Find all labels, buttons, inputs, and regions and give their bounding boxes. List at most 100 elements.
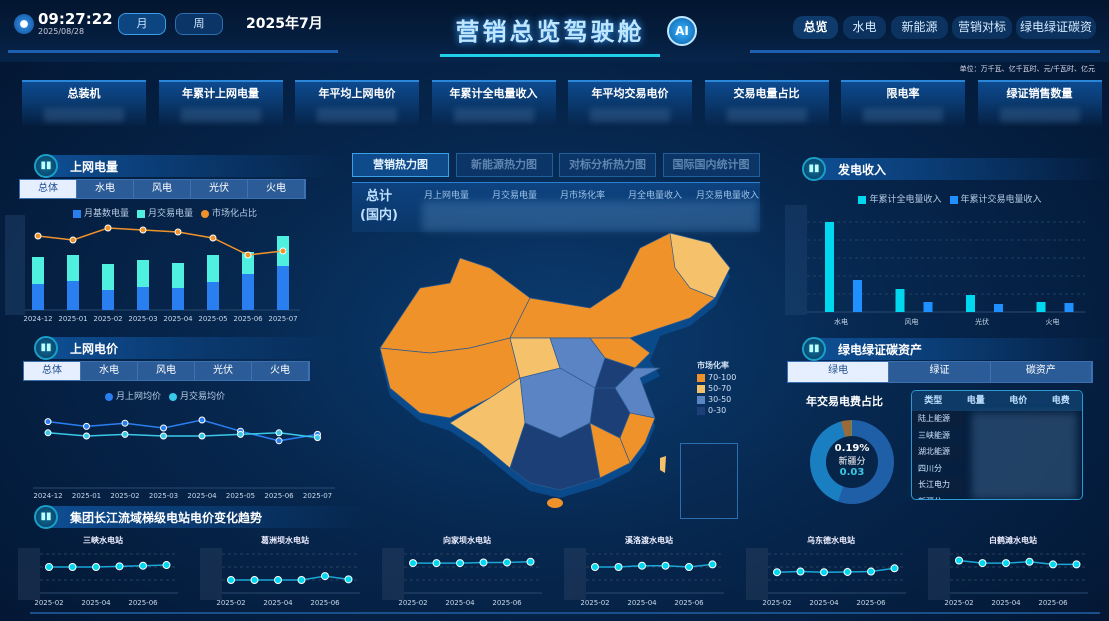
revenue-chart: 水电 风电 光伏 火电	[785, 205, 1085, 326]
table-row[interactable]: 四川分	[918, 463, 942, 473]
center-tab-1[interactable]: 新能源热力图	[455, 153, 553, 177]
station-point	[274, 576, 282, 584]
station-point	[479, 558, 488, 567]
stations-title: ▮▮ 集团长江流域梯级电站电价变化趋势	[34, 505, 370, 529]
building-icon: ▮▮	[34, 505, 58, 529]
tab-4[interactable]: 火电	[248, 180, 305, 198]
tab-1[interactable]: 绿证	[889, 362, 991, 382]
kpi-value-blurred	[180, 108, 261, 122]
current-month: 2025年7月	[246, 16, 323, 32]
table-row[interactable]: 三峡能源	[918, 430, 950, 440]
tab-3[interactable]: 光伏	[195, 362, 252, 380]
tab-1[interactable]: 水电	[81, 362, 138, 380]
map-legend-item[interactable]: 50-70	[697, 384, 736, 393]
kpi-card[interactable]: 年累计全电量收入	[431, 80, 556, 126]
station-point	[409, 559, 417, 568]
kpi-card[interactable]: 年平均交易电价	[568, 80, 692, 126]
grid-price-title: ▮▮ 上网电价	[34, 336, 340, 360]
ai-button[interactable]: AI	[667, 16, 697, 46]
x-tick-label: 2025-06	[264, 492, 294, 500]
station-point	[978, 559, 987, 568]
table-row[interactable]: 湖北能源	[912, 444, 964, 461]
province-region	[660, 456, 666, 473]
tab-0[interactable]: 总体	[24, 362, 81, 380]
table-row[interactable]: 陆上能源	[912, 411, 964, 428]
clock-icon	[14, 14, 34, 34]
nav-new-energy[interactable]: 新能源	[891, 16, 948, 39]
chart-shade	[18, 548, 40, 600]
tab-0[interactable]: 绿电	[788, 362, 890, 382]
building-icon: ▮▮	[34, 154, 58, 178]
tab-4[interactable]: 火电	[252, 362, 309, 380]
x-tick-label: 2025-02	[110, 492, 139, 500]
x-tick-label: 水电	[834, 317, 848, 326]
center-tab-3[interactable]: 国际国内统计图	[662, 153, 760, 177]
station-point	[708, 560, 717, 569]
tab-month[interactable]: 月	[118, 13, 166, 35]
price-point	[237, 430, 244, 438]
green-title: ▮▮ 绿电绿证碳资产	[802, 337, 1108, 361]
donut-label: 新疆分	[838, 457, 866, 467]
donut-chart[interactable]: 0.19% 新疆分 0.03	[810, 420, 894, 504]
bar-trade	[67, 255, 79, 281]
x-tick-label: 2024-12	[23, 315, 52, 323]
table-row[interactable]: 新疆分	[912, 494, 964, 500]
center-tab-0[interactable]: 营销热力图	[352, 153, 449, 177]
x-tick-label: 火电	[1046, 317, 1060, 326]
china-heat-map[interactable]	[360, 228, 750, 528]
tab-2[interactable]: 碳资产	[991, 362, 1092, 382]
kpi-card[interactable]: 绿证销售数量	[977, 80, 1102, 126]
bar-total-revenue	[966, 295, 975, 312]
building-icon: ▮▮	[34, 336, 58, 360]
tab-1[interactable]: 水电	[77, 180, 134, 198]
kpi-value-blurred	[453, 108, 534, 122]
map-legend-item[interactable]: 30-50	[697, 395, 736, 404]
tab-3[interactable]: 光伏	[191, 180, 248, 198]
header-divider	[8, 50, 338, 53]
map-legend-item[interactable]: 70-100	[697, 373, 736, 382]
bar-base	[137, 287, 149, 310]
x-tick-label: 2025-06	[310, 599, 340, 607]
center-tab-2[interactable]: 对标分析热力图	[559, 153, 656, 177]
tab-2[interactable]: 风电	[134, 180, 191, 198]
price-point	[121, 419, 129, 427]
kpi-value-blurred	[44, 108, 124, 122]
kpi-label: 年平均上网电价	[318, 87, 396, 100]
clock: 09:27:22 2025/08/28	[14, 12, 113, 36]
date: 2025/08/28	[38, 27, 85, 36]
map-legend-item[interactable]: 0-30	[697, 406, 736, 415]
nav-hydro[interactable]: 水电	[843, 16, 886, 39]
price-point	[44, 429, 52, 437]
kpi-card[interactable]: 限电率	[841, 80, 965, 126]
price-point	[83, 432, 90, 440]
x-tick-label: 2025-07	[268, 315, 297, 323]
nav-green[interactable]: 绿电绿证碳资	[1016, 16, 1096, 39]
bar-base	[172, 288, 184, 310]
carousel-track[interactable]	[30, 612, 1100, 614]
unit-note: 单位：万千瓦、亿千瓦时、元/千瓦时、亿元	[959, 65, 1095, 73]
tab-0[interactable]: 总体	[20, 180, 77, 198]
bar-trade-revenue	[923, 302, 933, 312]
share-point	[244, 251, 252, 259]
x-tick-label: 2024-12	[33, 492, 62, 500]
kpi-card[interactable]: 年平均上网电价	[295, 80, 419, 126]
kpi-card[interactable]: 年累计上网电量	[158, 80, 283, 126]
nav-overview[interactable]: 总览	[793, 16, 838, 39]
table-header: 电费	[1051, 396, 1070, 406]
table-header: 电价	[1009, 396, 1028, 406]
price-line	[47, 419, 318, 442]
tab-2[interactable]: 风电	[138, 362, 195, 380]
bar-trade	[172, 263, 184, 288]
price-point	[198, 416, 206, 424]
table-row[interactable]: 长江电力	[912, 477, 964, 494]
kpi-card[interactable]: 总装机	[22, 80, 146, 126]
kpi-card[interactable]: 交易电量占比	[704, 80, 829, 126]
total-scope: (国内)	[360, 208, 398, 223]
tab-week[interactable]: 周	[175, 13, 223, 35]
nav-benchmark[interactable]: 营销对标	[952, 16, 1012, 39]
province-region	[589, 337, 651, 369]
chart-shade	[382, 548, 404, 600]
x-tick-label: 2025-02	[93, 315, 122, 323]
kpi-label: 年平均交易电价	[591, 87, 669, 100]
station-title: 三峡水电站	[83, 536, 123, 545]
